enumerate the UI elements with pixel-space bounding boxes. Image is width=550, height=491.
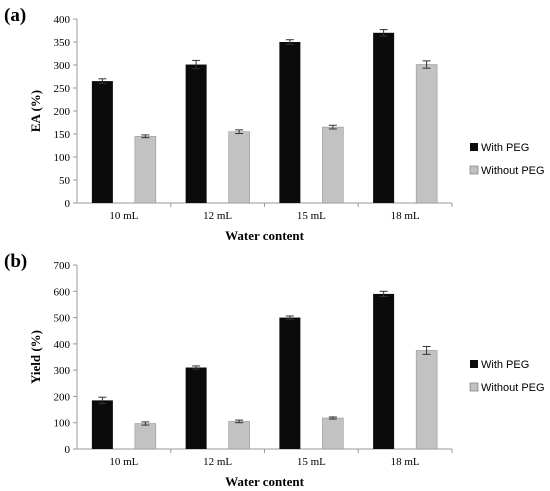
chart-b-bar-with-peg [279,317,301,449]
chart-a-bar-with-peg [185,64,207,203]
chart-a-legend-label-without-peg: Without PEG [481,165,545,177]
chart-b-x-tick-label: 15 mL [297,456,326,468]
chart-b-legend-swatch-with-peg [470,360,478,368]
chart-b: (b) 0 100 200 300 400 500 600 700 10 mL 12 mL 15 mL… [4,251,545,489]
chart-a-x-tick-label: 18 mL [391,210,420,222]
chart-b-legend: With PEG Without PEG [469,359,545,394]
chart-a-y-tick-label: 150 [54,129,71,141]
chart-b-legend-swatch-without-peg [469,382,479,392]
chart-a-bar-without-peg [322,126,344,204]
chart-a-bar-without-peg [415,64,438,204]
chart-a-x-tick-label: 10 mL [109,210,138,222]
chart-a-bar-without-peg [228,131,250,204]
chart-a-bar-with-peg [373,32,395,203]
chart-a-y-tick-label: 350 [54,37,71,49]
chart-b-panel-label: (b) [4,251,27,272]
chart-b-y-axis-title: Yield (%) [28,330,43,384]
chart-a-legend-swatch-without-peg [469,165,479,175]
chart-a-panel-label: (a) [4,5,26,26]
chart-b-x-axis-title: Water content [225,474,304,489]
chart-a: (a) 0 50 100 150 200 250 300 350 400 10 mL 12 mL 15 … [4,5,545,243]
chart-a-bar-without-peg [134,136,157,204]
chart-a-y-tick-label: 400 [54,14,71,26]
chart-b-y-tick-label: 300 [54,365,71,377]
chart-b-bar-without-peg [228,421,250,450]
chart-b-y-tick-label: 500 [54,313,71,325]
chart-a-y-tick-label: 0 [65,198,71,210]
chart-a-y-tick-label: 250 [54,83,71,95]
chart-a-y-tick-label: 200 [54,106,71,118]
chart-b-y-tick-label: 400 [54,339,71,351]
chart-a-legend-swatch-with-peg [470,143,478,151]
chart-a-y-axis-title: EA (%) [28,90,43,132]
chart-a-x-axis-title: Water content [225,228,304,243]
chart-b-y-tick-label: 200 [54,391,71,403]
chart-b-legend-label-without-peg: Without PEG [481,382,545,394]
chart-a-y-tick-label: 50 [59,175,71,187]
chart-b-bar-without-peg [322,417,344,450]
chart-b-bar-with-peg [91,400,113,449]
chart-a-y-tick-label: 100 [54,152,71,164]
chart-a-bar-with-peg [279,42,301,203]
chart-a-x-tick-label: 15 mL [297,210,326,222]
chart-b-y-tick-label: 100 [54,418,71,430]
chart-b-bar-with-peg [373,293,395,449]
chart-b-bar-without-peg [415,350,438,450]
chart-b-y-tick-label: 700 [54,260,71,272]
chart-b-y-tick-label: 0 [65,444,71,456]
chart-a-bar-with-peg [91,81,113,203]
chart-b-bar-without-peg [134,423,157,450]
chart-a-y-tick-label: 300 [54,60,71,72]
chart-a-x-tick-label: 12 mL [203,210,232,222]
chart-b-x-tick-label: 12 mL [203,456,232,468]
chart-b-x-tick-label: 10 mL [109,456,138,468]
chart-b-y-tick-label: 600 [54,286,71,298]
chart-a-legend-label-with-peg: With PEG [481,142,529,154]
chart-a-legend: With PEG Without PEG [469,142,545,177]
chart-b-legend-label-with-peg: With PEG [481,359,529,371]
chart-b-bar-with-peg [185,367,207,449]
chart-b-x-tick-label: 18 mL [391,456,420,468]
